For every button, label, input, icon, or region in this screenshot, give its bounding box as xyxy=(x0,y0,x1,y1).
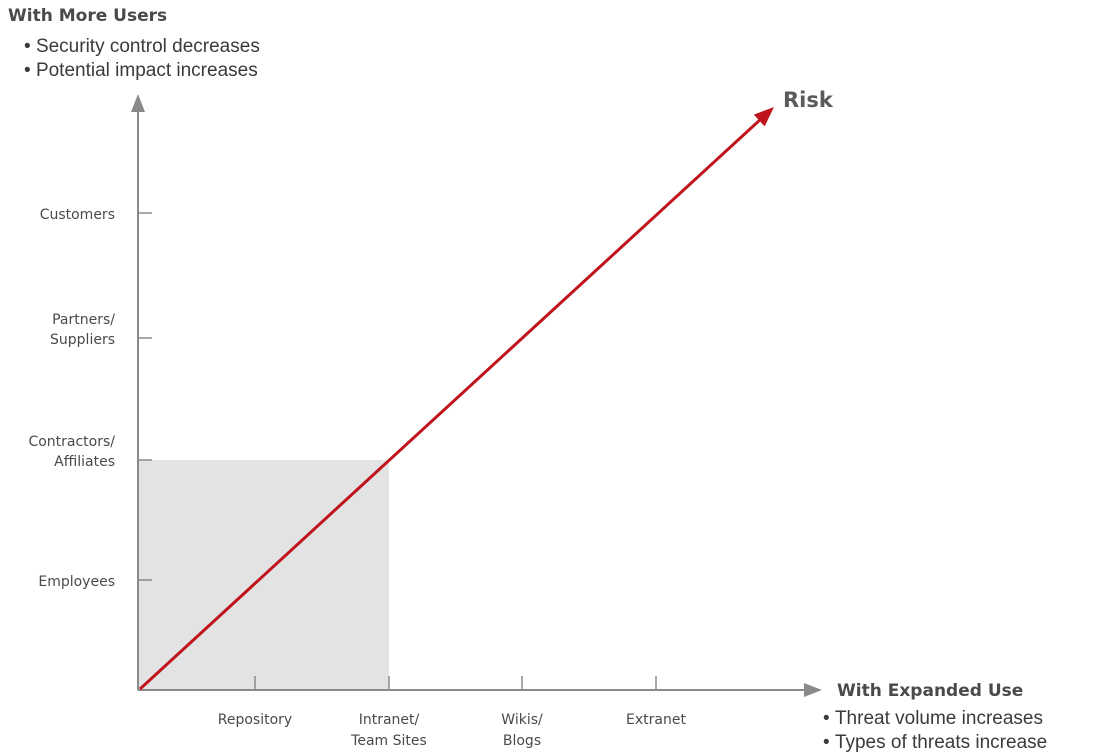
y-axis-bullet-2: Potential impact increases xyxy=(24,59,260,83)
x-tick-label: Repository xyxy=(218,712,292,728)
y-tick-label: Contractors/ xyxy=(28,434,115,450)
x-axis-bullet-1: Threat volume increases xyxy=(823,707,1047,731)
x-tick-label: Intranet/ xyxy=(359,712,420,728)
risk-line xyxy=(138,118,762,691)
x-axis-heading: With Expanded Use xyxy=(837,681,1024,701)
x-axis-bullet-2: Types of threats increase xyxy=(823,731,1047,755)
y-tick-label: Suppliers xyxy=(50,332,115,348)
y-tick-label: Customers xyxy=(40,207,115,223)
x-axis-arrowhead xyxy=(804,683,822,697)
risk-arrowhead xyxy=(753,107,774,127)
y-axis-bullet-list: Security control decreases Potential imp… xyxy=(24,35,260,83)
x-tick-label: Extranet xyxy=(626,712,686,728)
y-axis-arrowhead xyxy=(131,94,145,112)
x-tick-label: Blogs xyxy=(503,733,541,749)
risk-label: Risk xyxy=(783,88,833,112)
y-axis-bullet-1: Security control decreases xyxy=(24,35,260,59)
y-tick-label: Employees xyxy=(38,574,115,590)
y-tick-label: Partners/ xyxy=(52,312,115,328)
x-tick-label: Team Sites xyxy=(350,733,427,749)
y-axis-heading: With More Users xyxy=(8,6,168,26)
y-tick-label: Affiliates xyxy=(54,454,115,470)
x-tick-label: Wikis/ xyxy=(501,712,543,728)
x-axis-bullet-list: Threat volume increases Types of threats… xyxy=(823,707,1047,755)
